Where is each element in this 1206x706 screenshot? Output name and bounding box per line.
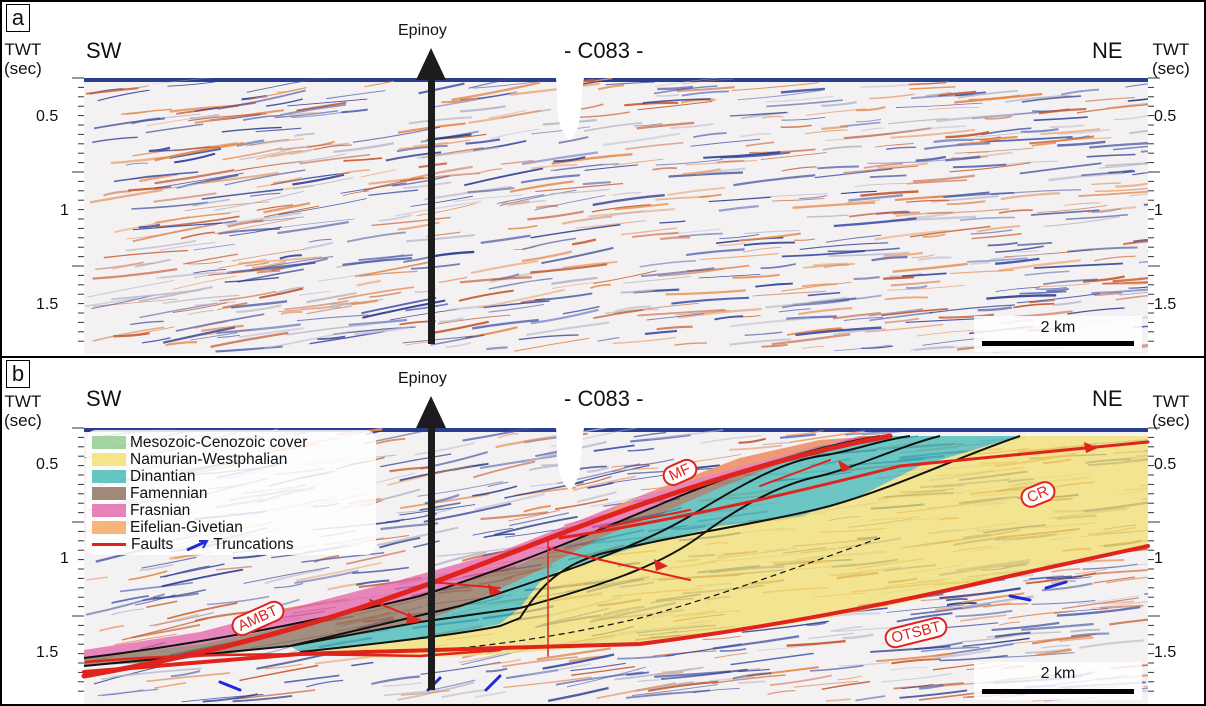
legend-label: Dinantian (130, 468, 196, 485)
panel-a-scale-label: 2 km (974, 319, 1142, 337)
panel-b: b SW NE - C083 - Epinoy TWT (sec) TWT (s… (0, 356, 1206, 704)
legend-row: Dinantian (92, 468, 370, 485)
truncation-4 (1010, 596, 1030, 600)
legend-row: Eifelian-Givetian (92, 519, 370, 536)
legend-row: Frasnian (92, 502, 370, 519)
truncation-1 (220, 682, 240, 690)
panel-a-scale-line (982, 341, 1134, 346)
panel-a-well-arrow (416, 48, 446, 344)
well-arrowhead (416, 48, 446, 80)
panel-b-scale-bar: 2 km (974, 662, 1142, 700)
legend-swatch (92, 470, 126, 483)
legend-faults-row: Faults Truncations (92, 536, 370, 553)
legend-swatch (92, 504, 126, 517)
well-arrowhead (416, 396, 446, 428)
legend-swatch (92, 453, 126, 466)
panel-a: a SW NE - C083 - Epinoy TWT (sec) TWT (s… (0, 0, 1206, 356)
well-shaft (428, 424, 435, 690)
panel-a-scale-bar: 2 km (974, 316, 1142, 352)
panel-b-scale-label: 2 km (974, 665, 1142, 683)
legend-label: Mesozoic-Cenozoic cover (130, 434, 307, 451)
legend-swatch (92, 436, 126, 449)
legend-row: Namurian-Westphalian (92, 451, 370, 468)
truncation-3 (486, 676, 500, 690)
truncation-icon (185, 538, 209, 552)
legend-row: Famennian (92, 485, 370, 502)
panel-b-scale-line (982, 689, 1134, 694)
legend-faults-label: Faults (131, 536, 173, 553)
truncation-5 (1046, 582, 1066, 588)
legend-label: Frasnian (130, 502, 190, 519)
legend-label: Namurian-Westphalian (130, 451, 287, 468)
panel-a-axis-ticks (72, 78, 1160, 341)
legend-label: Famennian (130, 485, 208, 502)
legend-truncations-label: Truncations (213, 536, 293, 553)
legend-swatch (92, 521, 126, 534)
fault-swatch (92, 543, 126, 546)
well-shaft (428, 76, 435, 344)
legend-swatch (92, 487, 126, 500)
panel-a-overlay (0, 0, 1206, 356)
legend-label: Eifelian-Givetian (130, 519, 243, 536)
legend-row: Mesozoic-Cenozoic cover (92, 434, 370, 451)
